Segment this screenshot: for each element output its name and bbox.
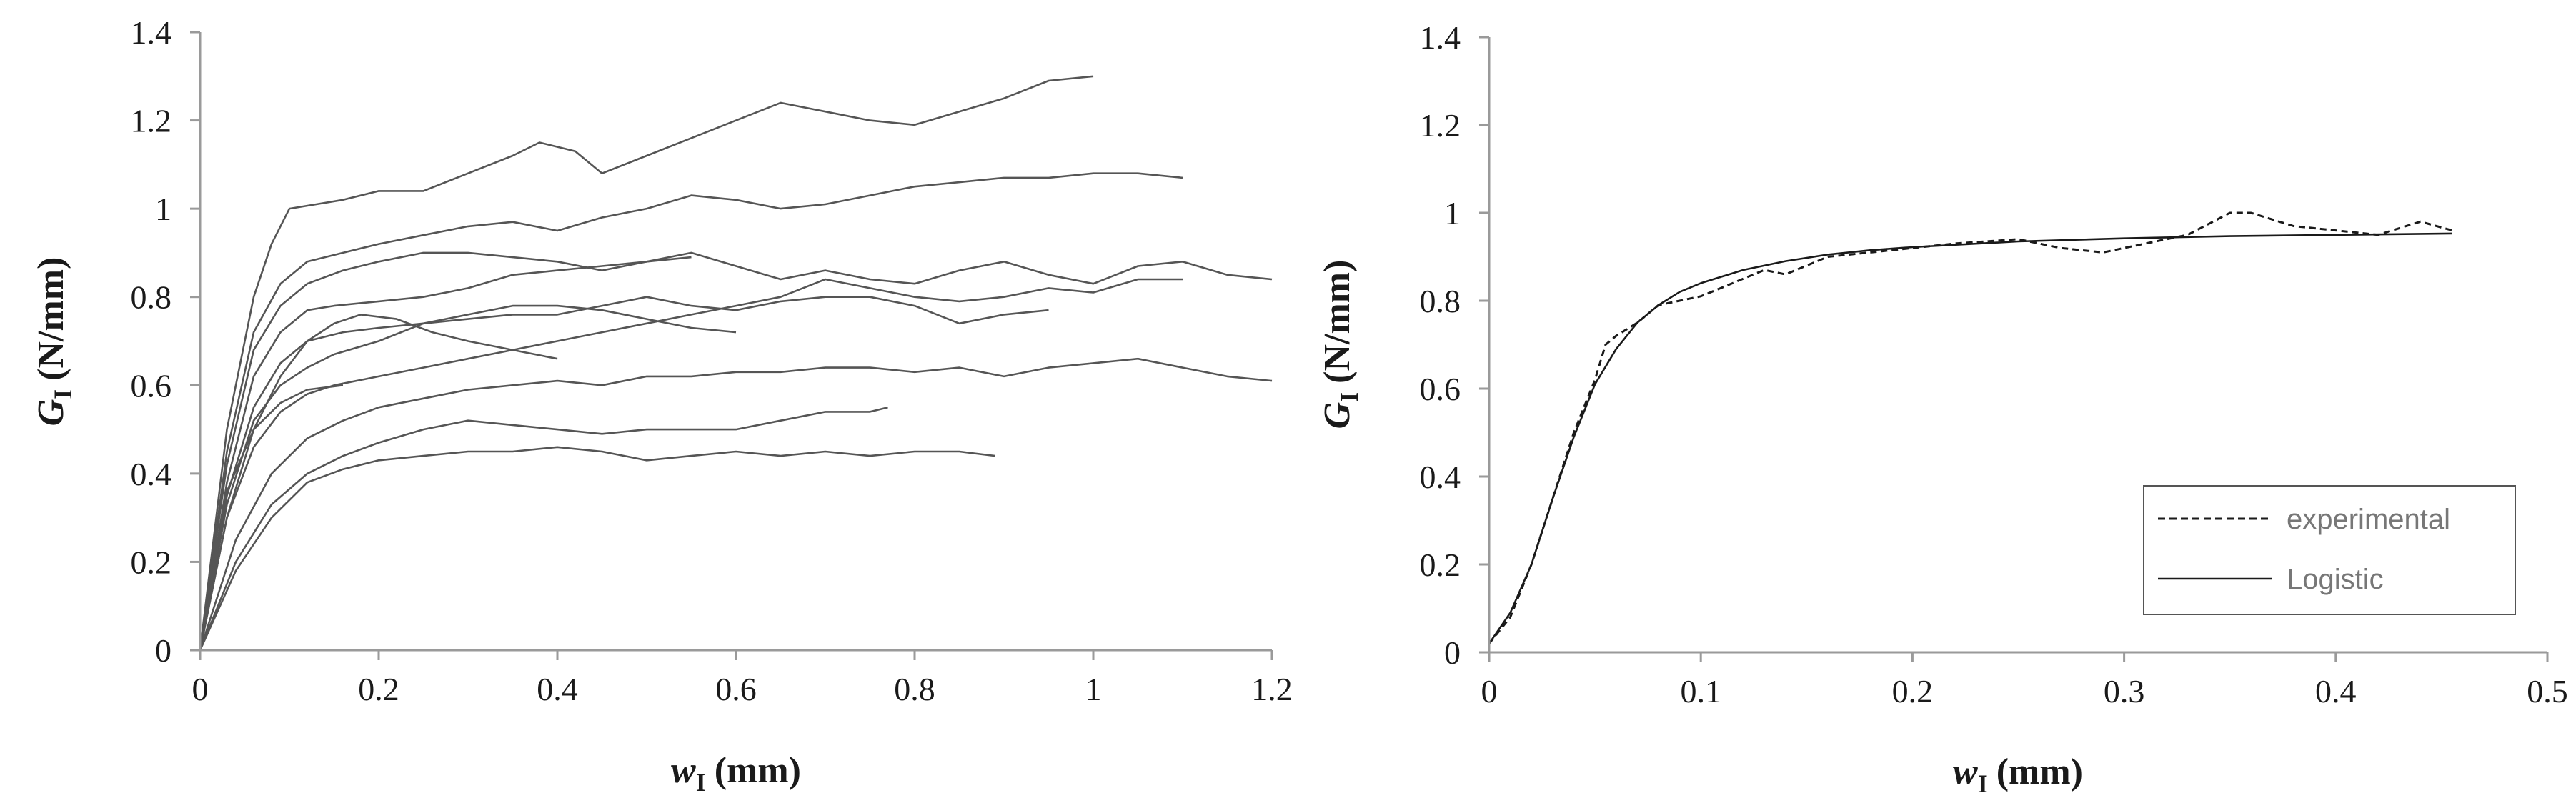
tick-layer: 0 0.2 0.4 0.6 0.8 1 1.2 0 0.2 0.4 0.6 0.8 1 1.2 1.4	[131, 14, 1293, 707]
x-tick-label: 0.4	[537, 671, 578, 707]
x-tick-label: 0.5	[2527, 673, 2568, 709]
y-tick-label: 0.2	[131, 544, 172, 580]
y-tick-label: 0.8	[1420, 283, 1461, 319]
y-axis-title-sub: I	[1335, 392, 1363, 402]
x-axis-title-sub: I	[696, 768, 706, 797]
x-axis-title-unit: (mm)	[1996, 752, 2083, 792]
x-tick-label: 0.2	[1892, 673, 1934, 709]
specimen-series-line-6	[199, 304, 737, 651]
x-tick-label: 0.1	[1680, 673, 1721, 709]
x-axis-title-sub: I	[1978, 769, 1988, 798]
series-layer	[199, 75, 1273, 651]
y-tick-label: 1.4	[131, 14, 172, 51]
y-tick-label: 0.6	[131, 367, 172, 404]
specimen-series-line-5	[199, 296, 1049, 651]
x-tick-label: 1	[1085, 671, 1102, 707]
x-tick-label: 0	[192, 671, 209, 707]
x-tick-label: 0.2	[358, 671, 399, 707]
specimen-series-line-4	[199, 256, 692, 651]
x-tick-label: 0.4	[2315, 673, 2357, 709]
specimen-series-line-2	[199, 172, 1183, 651]
y-axis-title-sub: I	[49, 389, 77, 399]
specimen-series-line-9	[199, 384, 344, 651]
x-tick-label: 0.8	[894, 671, 935, 707]
y-tick-label: 1.4	[1420, 19, 1461, 56]
y-tick-label: 1.2	[1420, 107, 1461, 144]
y-tick-label: 0	[1444, 634, 1461, 671]
series-layer	[1488, 211, 2453, 644]
y-tick-label: 0.6	[1420, 371, 1461, 407]
chart-left: 0 0.2 0.4 0.6 0.8 1 1.200.20.40.60.811.21.4 wI…	[31, 14, 1293, 797]
y-axis-title-unit: (N/mm)	[1317, 260, 1358, 384]
legend-label-experimental: experimental	[2287, 504, 2450, 535]
chart-right: 0 0.1 0.2 0.3 0.4 0.500.20.40.60.811.21.4 wI(…	[1317, 19, 2568, 798]
y-tick-label: 0.2	[1420, 547, 1461, 583]
y-tick-label: 0.4	[131, 456, 172, 492]
x-axis-title-main: w	[671, 750, 696, 791]
x-tick-label: 0.6	[715, 671, 757, 707]
y-axis-title: GI (N/mm)	[31, 257, 77, 427]
y-axis-title: GI (N/mm)	[1317, 260, 1363, 429]
specimen-series-line-7	[199, 278, 1183, 651]
legend-box	[2143, 485, 2516, 615]
y-tick-label: 1.2	[131, 103, 172, 139]
specimen-series-line-12	[199, 446, 995, 651]
legend: experimental Logistic	[2143, 485, 2516, 615]
y-axis-title-main: G	[31, 399, 71, 427]
y-tick-label: 0.4	[1420, 459, 1461, 495]
y-tick-label: 0	[155, 632, 171, 669]
x-axis-title-unit: (mm)	[715, 750, 801, 791]
specimen-series-line-11	[199, 406, 888, 651]
x-tick-label: 0.3	[2104, 673, 2145, 709]
x-axis-title-main: w	[1953, 752, 1978, 792]
y-axis-title-unit: (N/mm)	[31, 257, 71, 381]
specimen-series-line-8	[199, 314, 558, 651]
specimen-series-line-1	[199, 75, 1094, 651]
y-tick-label: 0.8	[131, 279, 172, 316]
specimen-series-line-3	[199, 251, 1273, 651]
legend-label-logistic: Logistic	[2287, 564, 2384, 595]
y-axis-title-main: G	[1317, 402, 1358, 429]
x-tick-label: 0	[1481, 673, 1498, 709]
y-tick-label: 1	[155, 191, 171, 227]
tick-layer: 0 0.1 0.2 0.3 0.4 0.5 0 0.2 0.4 0.6 0.8 1 1.2 1.4	[1420, 19, 2568, 709]
specimen-series-line-10	[199, 357, 1273, 651]
x-axis-title: wI (mm)	[671, 750, 801, 797]
logistic-series-line-2	[1488, 232, 2452, 644]
x-tick-label: 1.2	[1251, 671, 1293, 707]
y-tick-label: 1	[1444, 195, 1461, 231]
x-axis-title: wI (mm)	[1953, 752, 2083, 798]
